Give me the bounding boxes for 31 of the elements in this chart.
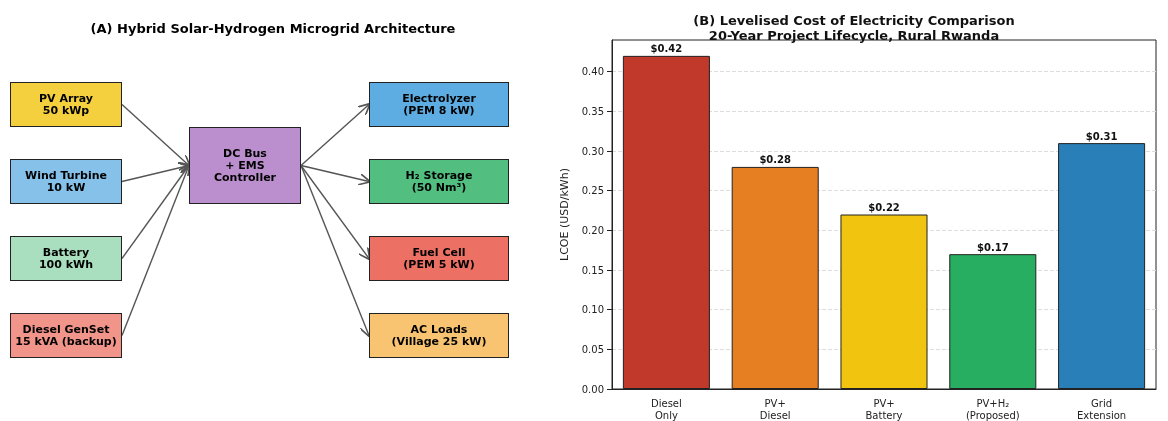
y-tick-label: 0.25 [581, 185, 604, 197]
x-tick-label: Diesel Only [651, 397, 682, 421]
y-tick-label: 0.20 [581, 224, 604, 236]
chart-title: (B) Levelised Cost of Electricity Comparison 20-Year Project Lifecycle, Rural Rwanda [693, 13, 1015, 43]
data-label: $0.17 [976, 241, 1009, 253]
text: Electrolyzer (PEM 8 kW) [369, 82, 509, 127]
x-tick-label: Grid Extension [1077, 397, 1127, 421]
text: Diesel GenSet 15 kVA (backup) [10, 313, 122, 358]
y-tick-label: 0.10 [581, 304, 604, 316]
y-tick-label: 0.00 [581, 383, 604, 395]
text: PV Array 50 kWp [10, 82, 122, 127]
y-tick-label: 0.30 [581, 145, 604, 157]
y-tick-label: 0.15 [581, 264, 604, 276]
y-axis-title: LCOE (USD/kWh) [558, 168, 571, 261]
data-label: $0.31 [1085, 130, 1118, 142]
text: Fuel Cell (PEM 5 kW) [369, 236, 509, 281]
x-tick-label: PV+ Battery [865, 397, 903, 421]
data-label: $0.28 [759, 154, 792, 166]
text: DC Bus + EMS Controller [189, 127, 301, 204]
text: AC Loads (Village 25 kW) [369, 313, 509, 358]
data-label: $0.42 [650, 43, 683, 55]
x-tick-label: PV+ Diesel [759, 397, 791, 421]
data-label: $0.22 [868, 202, 900, 213]
y-tick-label: 0.05 [581, 343, 604, 355]
text: Battery 100 kWh [10, 236, 122, 281]
y-tick-label: 0.40 [581, 66, 604, 78]
text: Wind Turbine 10 kW [10, 159, 122, 204]
text: H₂ Storage (50 Nm³) [369, 159, 509, 204]
x-tick-label: PV+H₂ (Proposed) [965, 397, 1020, 421]
text: (A) Hybrid Solar-Hydrogen Microgrid Architecture [89, 21, 457, 36]
y-tick-label: 0.35 [581, 105, 604, 117]
